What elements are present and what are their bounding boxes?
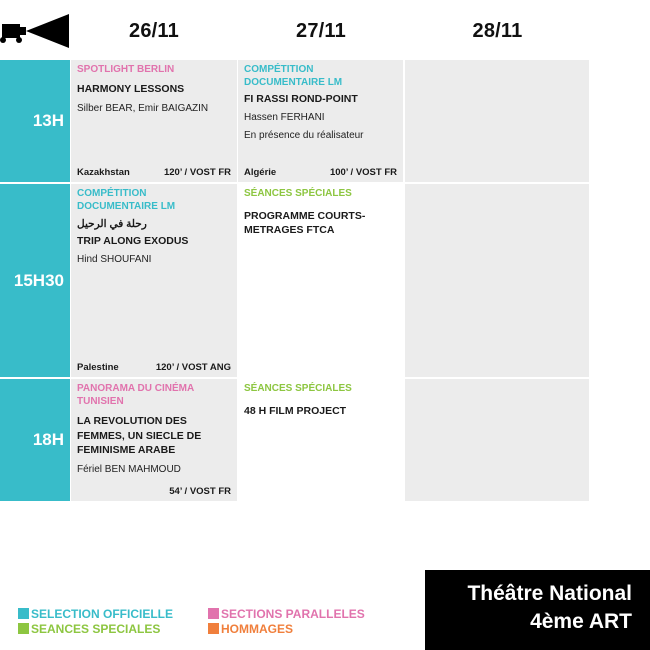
screening-cell[interactable]: SÉANCES SPÉCIALES 48 H FILM PROJECT (238, 379, 403, 501)
legend-official: SELECTION OFFICIELLE (18, 606, 173, 621)
time-slot-13h: 13H (0, 60, 70, 182)
screening-cell[interactable]: COMPÉTITION DOCUMENTAIRE LM FI RASSI RON… (238, 60, 403, 182)
section-label: COMPÉTITION DOCUMENTAIRE LM (77, 188, 176, 212)
film-title: PROGRAMME COURTS-METRAGES FTCA (244, 209, 366, 236)
film-title: 48 H FILM PROJECT (244, 404, 347, 417)
screening-cell[interactable]: SÉANCES SPÉCIALES PROGRAMME COURTS-METRA… (238, 184, 403, 377)
film-info: 54’ / VOST FR (169, 486, 231, 497)
legend-parallel: SECTIONS PARALLELES (208, 606, 365, 621)
film-arabic-title: رحلة في الرحيل (77, 218, 147, 230)
legend-label: SEANCES SPECIALES (31, 621, 161, 636)
venue-box: Théâtre National 4ème ART (425, 570, 650, 650)
legend-swatch-official (18, 608, 29, 619)
film-country: Algérie (244, 167, 277, 178)
film-camera-icon (0, 14, 72, 50)
venue-subname: 4ème ART (530, 610, 632, 633)
film-title: LA REVOLUTION DES FEMMES, UN SIECLE DE F… (77, 415, 202, 456)
empty-slot (405, 60, 589, 182)
film-country: Kazakhstan (77, 167, 130, 178)
section-label: COMPÉTITION DOCUMENTAIRE LM (244, 64, 343, 88)
section-label: PANORAMA DU CINÉMA TUNISIEN (77, 383, 194, 407)
film-country: Palestine (77, 362, 119, 373)
film-info: 120’ / VOST ANG (155, 362, 231, 373)
empty-slot (405, 184, 589, 377)
screening-cell[interactable]: COMPÉTITION DOCUMENTAIRE LM رحلة في الرح… (71, 184, 237, 377)
legend-swatch-hommage (208, 623, 219, 634)
screening-cell[interactable]: SPOTLIGHT BERLIN HARMONY LESSONS Silber … (71, 60, 237, 182)
film-director: Hind SHOUFANI (77, 254, 152, 265)
legend-hommage: HOMMAGES (208, 621, 293, 636)
legend-label: SELECTION OFFICIELLE (31, 606, 174, 621)
film-director: Fériel BEN MAHMOUD (77, 463, 181, 475)
film-info: 120’ / VOST FR (163, 167, 231, 178)
venue-name: Théâtre National (467, 582, 632, 605)
legend-label: HOMMAGES (221, 621, 293, 636)
section-label: SÉANCES SPÉCIALES (244, 383, 352, 394)
film-info: 100’ / VOST FR (329, 167, 397, 178)
day-header-1: 26/11 (129, 20, 179, 42)
film-title: HARMONY LESSONS (77, 82, 185, 95)
time-slot-15h30: 15H30 (0, 184, 70, 377)
empty-slot (405, 379, 589, 501)
screening-cell[interactable]: PANORAMA DU CINÉMA TUNISIEN LA REVOLUTIO… (71, 379, 237, 501)
film-note: En présence du réalisateur (244, 130, 364, 141)
film-title: FI RASSI ROND-POINT (244, 93, 358, 105)
section-label: SÉANCES SPÉCIALES (244, 188, 352, 199)
day-header-3: 28/11 (472, 20, 523, 42)
film-title: TRIP ALONG EXODUS (77, 235, 189, 247)
film-director: Hassen FERHANI (244, 112, 325, 123)
legend-swatch-special (18, 623, 29, 634)
legend-label: SECTIONS PARALLELES (221, 606, 365, 621)
legend-special: SEANCES SPECIALES (18, 621, 160, 636)
day-header-2: 27/11 (296, 20, 346, 42)
film-director: Silber BEAR, Emir BAIGAZIN (77, 102, 209, 114)
legend-swatch-parallel (208, 608, 219, 619)
section-label: SPOTLIGHT BERLIN (77, 64, 175, 75)
time-slot-18h: 18H (0, 379, 70, 501)
